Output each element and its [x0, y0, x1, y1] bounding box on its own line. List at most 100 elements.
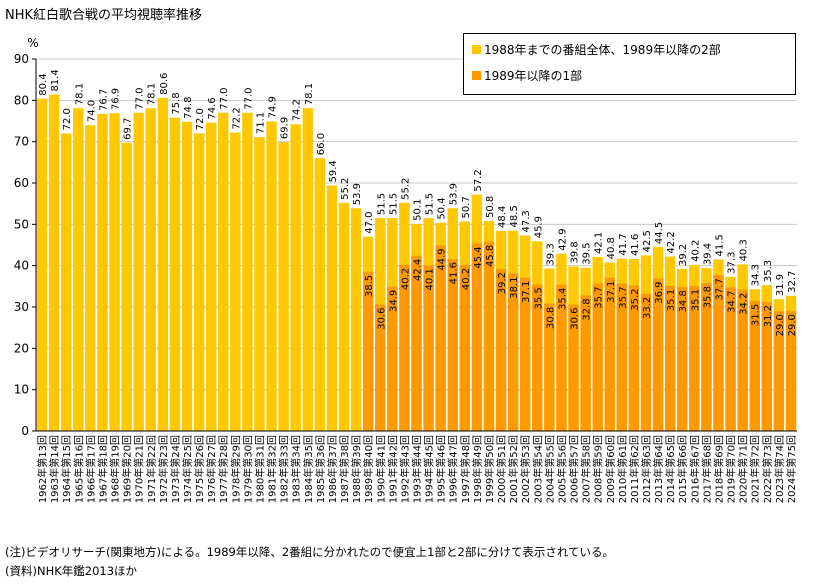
x-tick-label: 2020年第71回 [737, 435, 750, 503]
data-label-part2: 39.8 [570, 241, 581, 263]
y-axis-unit: % [27, 36, 38, 50]
data-label-part1: 42.4 [413, 259, 424, 281]
x-tick-label: 1970年第21回 [133, 435, 146, 503]
data-label-part2: 41.7 [618, 233, 629, 255]
data-label-part1: 35.5 [533, 287, 544, 309]
bar-part2 [109, 113, 120, 431]
x-tick-label: 1993年第44回 [411, 435, 424, 503]
data-label-part1: 30.6 [570, 308, 581, 330]
bar-part1 [604, 277, 615, 431]
x-tick-label: 1998年第49回 [471, 435, 484, 503]
x-tick-label: 2006年第57回 [568, 435, 581, 503]
bar-part1 [761, 302, 772, 431]
bar-part2 [121, 142, 132, 431]
bar-part1 [701, 283, 712, 431]
y-axis: 0 10 20 30 40 50 60 70 80 90% [14, 36, 39, 438]
data-label-part2: 40.3 [739, 239, 750, 261]
x-tick-label: 2021年第72回 [749, 435, 762, 503]
x-tick-label: 2011年第62回 [628, 435, 641, 503]
legend: 1988年までの番組全体、1989年以降の2部 1989年以降の1部 [463, 33, 796, 95]
y-tick-label: 60 [14, 176, 29, 190]
data-label-part1: 34.8 [678, 290, 689, 312]
data-label-part1: 35.8 [702, 286, 713, 308]
data-label-part1: 31.5 [751, 304, 762, 326]
data-label-part2: 39.2 [678, 244, 689, 266]
x-tick-label: 1999年第50回 [483, 435, 496, 503]
data-label-part2: 71.1 [255, 112, 266, 134]
y-tick-label: 90 [14, 52, 29, 66]
bar-part2 [278, 142, 289, 431]
y-tick-label: 50 [14, 217, 29, 231]
x-tick-label: 2012年第63回 [640, 435, 653, 503]
bar-part1 [592, 283, 603, 431]
data-label-part1: 37.1 [606, 281, 617, 303]
data-label-part2: 80.4 [38, 73, 49, 95]
bar-part1 [507, 273, 519, 431]
x-tick-label: 2017年第68回 [700, 435, 713, 503]
data-label-part2: 41.6 [630, 234, 641, 256]
x-tick-label: 2001年第52回 [507, 435, 520, 503]
x-tick-label: 2016年第67回 [688, 435, 701, 503]
data-label-part2: 51.5 [376, 193, 387, 215]
x-tick-label: 2005年第56回 [555, 435, 568, 503]
x-tick-label: 1969年第20回 [121, 435, 134, 503]
data-label-part1: 35.1 [690, 289, 701, 311]
x-tick-label: 1965年第16回 [72, 435, 85, 503]
bar-part1 [773, 311, 785, 431]
x-tick-label: 2002年第53回 [519, 435, 532, 503]
x-tick-label: 2013年第64回 [652, 435, 665, 503]
x-tick-label: 2004年第55回 [543, 435, 556, 503]
data-label-part2: 72.0 [62, 108, 73, 130]
bar-part2 [230, 132, 241, 431]
data-label-part2: 50.7 [461, 196, 472, 218]
y-tick-label: 80 [14, 93, 29, 107]
data-label-part2: 42.2 [666, 231, 677, 253]
bar-part1 [556, 284, 567, 431]
bar-part2 [133, 112, 144, 431]
bar-part2 [157, 97, 169, 431]
bar-part1 [689, 285, 700, 431]
x-tick-label: 2023年第74回 [773, 435, 786, 503]
data-label-part2: 57.2 [473, 169, 484, 191]
data-label-part2: 42.1 [594, 232, 605, 254]
bar-part1 [483, 241, 495, 431]
data-label-part1: 45.8 [485, 245, 496, 267]
x-tick-label: 1992年第43回 [398, 435, 411, 503]
x-tick-label: 1978年第29回 [229, 435, 242, 503]
bar-part1 [532, 284, 543, 431]
bar-part1 [447, 259, 458, 431]
x-tick-label: 1983年第34回 [290, 435, 303, 503]
bar-part1 [749, 300, 760, 431]
x-tick-label: 2014年第65回 [664, 435, 677, 503]
legend-swatch-part2 [472, 44, 481, 54]
legend-label-part1: 1989年以降の1部 [484, 68, 583, 83]
x-tick-label: 2003年第54回 [531, 435, 544, 503]
data-label-part2: 48.4 [497, 206, 508, 228]
x-tick-label: 1976年第27回 [205, 435, 218, 503]
x-tick-label: 1968年第19回 [109, 435, 122, 503]
data-label-part2: 50.8 [485, 196, 496, 218]
data-label-part2: 69.9 [280, 117, 291, 139]
data-label-part1: 40.2 [400, 268, 411, 290]
data-label-part1: 29.0 [775, 314, 786, 336]
data-label-part1: 32.8 [582, 298, 593, 320]
data-label-part1: 40.1 [425, 268, 436, 290]
x-tick-label: 1982年第33回 [278, 435, 291, 503]
x-tick-label: 1962年第13回 [36, 435, 49, 503]
data-label-part2: 77.0 [135, 87, 146, 109]
bar-part1 [423, 265, 434, 431]
data-label-part2: 78.1 [147, 83, 158, 105]
series-part1-bars [362, 241, 797, 431]
data-label-part2: 76.7 [98, 89, 109, 111]
bar-part2 [145, 108, 156, 431]
bar-part2 [326, 185, 338, 431]
bar-part1 [387, 286, 398, 431]
data-label-part1: 38.5 [364, 275, 375, 297]
bar-part1 [459, 264, 471, 431]
legend-item-part1: 1989年以降の1部 [472, 67, 582, 83]
bar-part1 [580, 295, 591, 431]
x-tick-label: 2000年第51回 [495, 435, 508, 503]
bar-part2 [254, 137, 265, 431]
data-label-part2: 81.4 [50, 69, 61, 91]
